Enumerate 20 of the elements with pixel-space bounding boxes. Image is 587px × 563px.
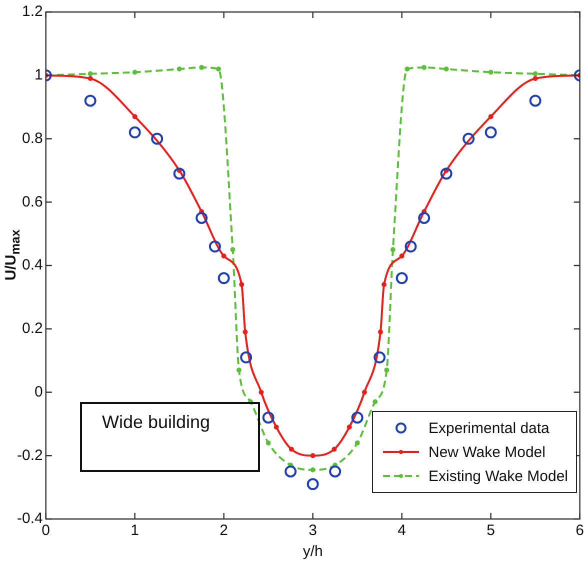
x-tick-label: 1 <box>130 522 140 540</box>
y-tick-label: 0.2 <box>22 320 43 338</box>
legend-label: New Wake Model <box>428 444 546 460</box>
y-tick-label: -0.2 <box>16 446 43 464</box>
annotation: Wide building <box>80 402 260 472</box>
x-tick-label: 4 <box>398 522 406 540</box>
x-tick-label: 3 <box>308 522 318 540</box>
y-tick-label: 0.4 <box>22 256 43 274</box>
legend-label: Existing Wake Model <box>428 468 568 484</box>
x-axis-title: y/h <box>302 543 323 560</box>
y-tick-label: 1 <box>34 66 43 84</box>
legend-label: Experimental data <box>428 420 550 436</box>
y-tick-label: 1.2 <box>22 3 43 20</box>
x-tick-label: 6 <box>576 522 584 540</box>
y-tick-label: 0 <box>34 383 43 400</box>
y-tick-label: 0.6 <box>22 193 43 210</box>
x-tick-label: 2 <box>220 522 228 540</box>
x-tick-label: 5 <box>486 522 496 540</box>
y-tick-label: -0.4 <box>16 510 43 528</box>
y-tick-label: 0.8 <box>22 130 43 147</box>
